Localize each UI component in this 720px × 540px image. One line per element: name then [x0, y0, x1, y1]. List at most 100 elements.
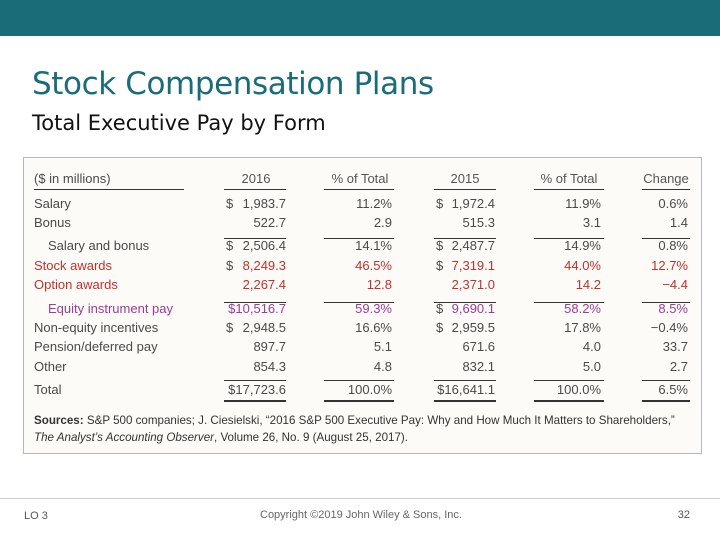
percent-2015: 100.0%	[556, 382, 601, 397]
row-label: Salary	[34, 196, 71, 211]
sources-label: Sources:	[34, 414, 84, 427]
value-2016: 522.7	[253, 215, 286, 230]
change-value: 33.7	[662, 339, 688, 354]
executive-pay-table: ($ in millions) 2016 % of Total 2015 % o…	[23, 157, 702, 454]
subtotal-line	[434, 302, 496, 303]
header-underline	[434, 189, 496, 190]
subtotal-line	[642, 238, 690, 239]
subtotal-line	[642, 302, 690, 303]
row-label: Pension/deferred pay	[34, 339, 158, 354]
percent-2016: 59.3%	[355, 301, 392, 316]
percent-2015: 14.9%	[564, 238, 601, 253]
currency-2016: $	[226, 320, 234, 335]
percent-2015: 5.0	[582, 359, 601, 374]
value-2015: 2,487.7	[451, 238, 495, 253]
row-label: Option awards	[34, 277, 118, 292]
currency-2016: $	[226, 238, 234, 253]
subtotal-line	[434, 238, 496, 239]
currency-2015: $	[436, 301, 444, 316]
percent-2016: 14.1%	[355, 238, 392, 253]
change-value: 1.4	[669, 215, 688, 230]
percent-2016: 12.8	[366, 277, 392, 292]
slide-subtitle: Total Executive Pay by Form	[32, 111, 326, 135]
subtotal-line	[224, 238, 286, 239]
currency-2015: $	[436, 196, 444, 211]
table-row: Option awards 2,267.4 12.8 2,371.0 14.2 −4.4	[24, 276, 701, 294]
value-2015: 1,972.4	[451, 196, 495, 211]
sources-tail: , Volume 26, No. 9 (August 25, 2017).	[214, 431, 409, 444]
value-2015: 2,959.5	[451, 320, 495, 335]
change-value: 12.7%	[651, 258, 688, 273]
change-value: −0.4%	[650, 320, 688, 335]
top-accent-bar	[0, 0, 720, 36]
header-underline	[34, 189, 184, 190]
total-line	[534, 380, 604, 381]
value-2015: 515.3	[462, 215, 495, 230]
header-underline	[224, 189, 286, 190]
header-pct-2016: % of Total	[331, 171, 389, 186]
header-2016: 2016	[241, 171, 271, 186]
change-value: 8.5%	[658, 301, 688, 316]
total-line	[324, 380, 394, 381]
change-value: 6.5%	[658, 382, 688, 397]
header-underline	[324, 189, 394, 190]
percent-2015: 11.9%	[565, 196, 601, 211]
total-double-line	[224, 400, 286, 402]
percent-2016: 16.6%	[355, 320, 392, 335]
value-2015: 7,319.1	[451, 258, 495, 273]
table-row: Total $17,723.6 100.0% $16,641.1 100.0% 6.5%	[24, 381, 701, 399]
row-label: Total	[34, 382, 62, 397]
table-row: Salary and bonus $2,506.4 14.1% $2,487.7 14.…	[24, 237, 701, 255]
page-number: 32	[677, 509, 690, 521]
subtotal-line	[534, 302, 604, 303]
value-2015: 2,371.0	[451, 277, 495, 292]
value-2016: $17,723.6	[228, 382, 286, 397]
table-header-row: ($ in millions) 2016 % of Total 2015 % o…	[24, 170, 701, 188]
percent-2015: 4.0	[582, 339, 601, 354]
table-row: Other 854.3 4.8 832.1 5.0 2.7	[24, 358, 701, 376]
value-2015: $16,641.1	[437, 382, 495, 397]
row-label: Bonus	[34, 215, 71, 230]
value-2016: 2,948.5	[242, 320, 286, 335]
change-value: 2.7	[669, 359, 688, 374]
row-label: Salary and bonus	[48, 238, 150, 253]
row-label: Other	[34, 359, 67, 374]
percent-2015: 44.0%	[564, 258, 601, 273]
header-units: ($ in millions)	[34, 171, 111, 186]
change-value: 0.6%	[658, 196, 688, 211]
table-row: Pension/deferred pay 897.7 5.1 671.6 4.0 33.7	[24, 338, 701, 356]
header-pct-2015: % of Total	[540, 171, 598, 186]
value-2016: 8,249.3	[242, 258, 286, 273]
value-2015: 671.6	[462, 339, 495, 354]
percent-2016: 2.9	[373, 215, 392, 230]
total-double-line	[534, 400, 604, 402]
currency-2015: $	[436, 238, 444, 253]
percent-2016: 100.0%	[347, 382, 392, 397]
table-row: Bonus 522.7 2.9 515.3 3.1 1.4	[24, 214, 701, 232]
table-sources: Sources: S&P 500 companies; J. Ciesielsk…	[34, 412, 694, 446]
header-underline	[642, 189, 690, 190]
header-2015: 2015	[450, 171, 480, 186]
subtotal-line	[224, 302, 286, 303]
currency-2016: $	[226, 258, 234, 273]
percent-2015: 3.1	[582, 215, 601, 230]
header-underline	[534, 189, 604, 190]
footer-copyright: Copyright ©2019 John Wiley & Sons, Inc.	[260, 509, 462, 521]
table-row: Salary $1,983.7 11.2% $1,972.4 11.9% 0.6%	[24, 195, 701, 213]
subtotal-line	[534, 238, 604, 239]
value-2016: 2,506.4	[242, 238, 286, 253]
total-line	[642, 380, 690, 381]
sources-publication: The Analyst’s Accounting Observer	[34, 431, 215, 444]
percent-2015: 14.2	[575, 277, 601, 292]
footer-divider	[0, 498, 720, 499]
value-2016: 2,267.4	[242, 277, 286, 292]
row-label: Non-equity incentives	[34, 320, 159, 335]
value-2015: 9,690.1	[451, 301, 495, 316]
header-change: Change	[643, 171, 689, 186]
slide-title: Stock Compensation Plans	[32, 66, 434, 102]
percent-2016: 4.8	[373, 359, 392, 374]
percent-2016: 11.2%	[356, 196, 392, 211]
total-line	[224, 380, 286, 381]
footer-learning-objective: LO 3	[24, 510, 48, 522]
value-2016: 897.7	[253, 339, 286, 354]
